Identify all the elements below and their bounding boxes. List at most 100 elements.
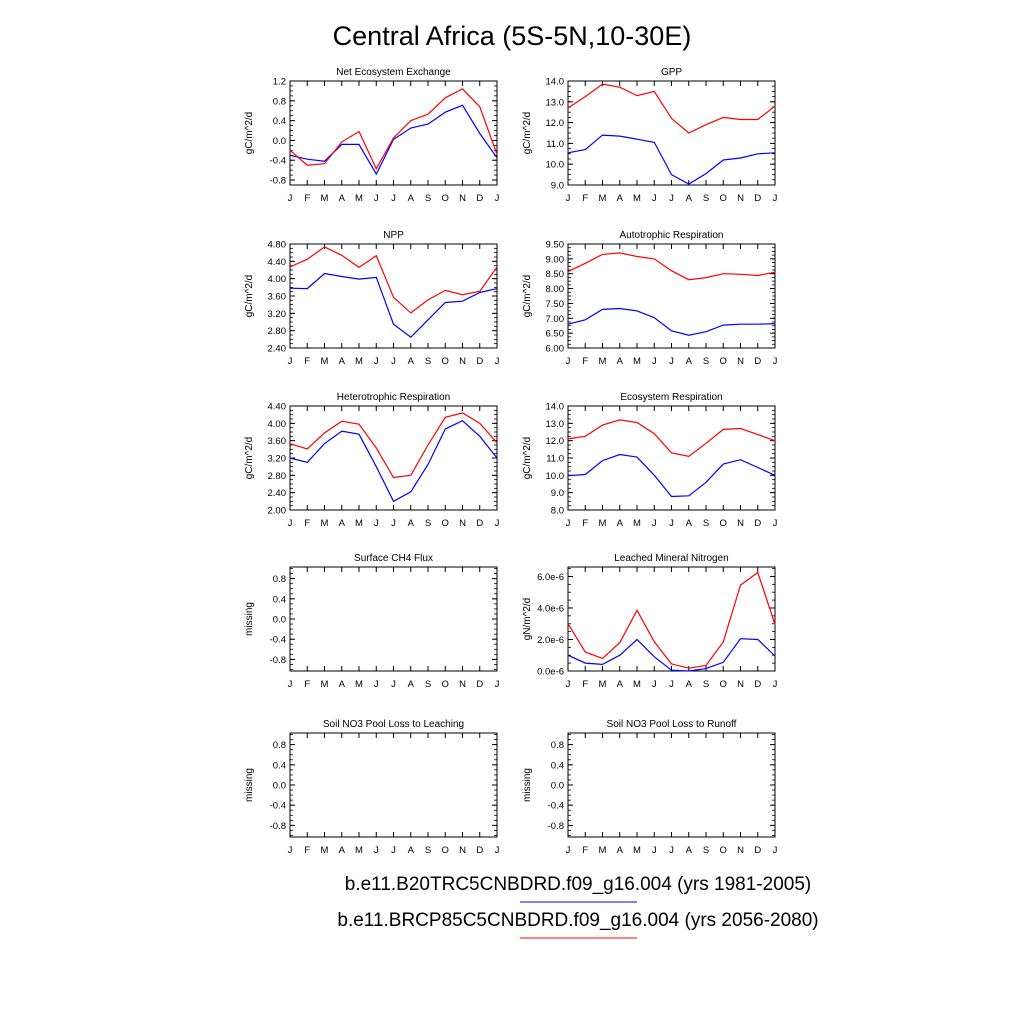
series-line-present (289, 419, 498, 503)
y-tick-label: 0.0 (551, 781, 564, 792)
y-tick-label: 3.60 (268, 292, 287, 303)
x-tick-label: J (652, 193, 657, 204)
x-tick-label: M (633, 845, 641, 856)
legend-label-present: b.e11.B20TRC5CNBDRD.f09_g16.004 (yrs 198… (345, 874, 811, 895)
x-tick-label: J (652, 845, 657, 856)
x-tick-label: D (754, 679, 761, 690)
series-line-present (567, 307, 776, 336)
x-tick-label: A (408, 679, 415, 690)
y-tick-label: 13.0 (546, 419, 565, 430)
y-tick-label: 9.00 (546, 254, 565, 265)
y-tick-label: 3.60 (268, 436, 287, 447)
x-tick-label: M (599, 518, 607, 529)
panel-title: Soil NO3 Pool Loss to Leaching (323, 719, 464, 730)
panel-ecosystem-respiration: Ecosystem Respiration gC/m^2/d 8.0 9.0 10.0 1… (522, 392, 778, 529)
x-tick-label: N (459, 679, 466, 690)
y-tick-label: 0.8 (273, 574, 286, 585)
x-tick-label: N (459, 518, 466, 529)
x-tick-label: M (633, 356, 641, 367)
plot-frame (289, 732, 498, 838)
x-tick-label: N (737, 679, 744, 690)
y-tick-label: 0.4 (551, 760, 564, 771)
x-tick-label: N (737, 518, 744, 529)
x-tick-label: M (321, 356, 329, 367)
panel-title: Soil NO3 Pool Loss to Runoff (607, 719, 737, 730)
x-tick-label: F (582, 193, 588, 204)
x-tick-label: A (339, 193, 346, 204)
y-tick-label: 0.4 (273, 116, 286, 127)
y-axis-label: missing (244, 602, 255, 636)
x-tick-label: O (442, 356, 449, 367)
x-tick-label: D (754, 356, 761, 367)
x-tick-label: D (476, 679, 483, 690)
x-tick-label: O (442, 845, 449, 856)
y-tick-label: 10.0 (546, 471, 565, 482)
x-tick-label: J (495, 356, 500, 367)
x-tick-label: S (425, 845, 431, 856)
y-tick-label: 3.20 (268, 309, 287, 320)
x-tick-label: D (476, 518, 483, 529)
x-tick-label: A (408, 356, 415, 367)
panel-soil-no3-pool-loss-to-leaching: Soil NO3 Pool Loss to Leaching missing -0.… (244, 719, 500, 856)
y-tick-label: 6.00 (546, 344, 565, 355)
panel-title: Surface CH4 Flux (354, 553, 433, 564)
y-tick-label: -0.8 (270, 821, 286, 832)
y-tick-label: 4.00 (268, 419, 287, 430)
y-tick-label: 2.80 (268, 471, 287, 482)
y-tick-label: 11.0 (546, 139, 564, 150)
x-tick-label: O (442, 518, 449, 529)
y-tick-label: -0.4 (270, 635, 286, 646)
y-tick-label: 0.4 (273, 760, 286, 771)
y-tick-label: 0.8 (273, 96, 286, 107)
series-line-future (289, 412, 498, 479)
x-tick-label: A (408, 845, 415, 856)
x-tick-label: D (476, 845, 483, 856)
x-tick-label: M (633, 679, 641, 690)
series-line-future (289, 88, 498, 171)
series-line-future (567, 571, 776, 669)
y-tick-label: 9.50 (546, 240, 565, 251)
y-tick-label: 3.20 (268, 454, 287, 465)
x-tick-label: S (703, 193, 709, 204)
x-tick-label: J (391, 356, 396, 367)
x-tick-label: J (288, 518, 293, 529)
x-tick-label: M (321, 845, 329, 856)
x-tick-label: N (459, 356, 466, 367)
x-tick-label: J (374, 356, 379, 367)
x-tick-label: J (669, 356, 674, 367)
y-tick-label: 4.40 (268, 402, 287, 413)
legend: b.e11.B20TRC5CNBDRD.f09_g16.004 (yrs 198… (337, 874, 819, 939)
x-tick-label: J (391, 845, 396, 856)
panel-leached-mineral-nitrogen: Leached Mineral Nitrogen gN/m^2/d 0.0e-6 2.… (522, 553, 778, 690)
y-tick-label: 0.0e-6 (537, 667, 564, 678)
x-tick-label: J (391, 679, 396, 690)
x-tick-label: M (355, 193, 363, 204)
y-axis-label: gC/m^2/d (522, 112, 533, 155)
y-tick-label: 4.40 (268, 257, 287, 268)
x-tick-label: F (304, 193, 310, 204)
x-tick-label: J (669, 845, 674, 856)
x-tick-label: S (703, 679, 709, 690)
x-tick-label: J (566, 845, 571, 856)
panel-npp: NPP gC/m^2/d 2.40 2.80 3.20 3.60 4.00 4.40 4.80 J… (244, 230, 500, 367)
x-tick-label: J (773, 845, 778, 856)
x-tick-label: O (720, 679, 727, 690)
y-tick-label: -0.8 (548, 821, 564, 832)
series-line-future (567, 419, 776, 457)
panel-title: Net Ecosystem Exchange (336, 67, 451, 78)
y-tick-label: 2.0e-6 (537, 635, 564, 646)
x-tick-label: S (703, 518, 709, 529)
x-tick-label: O (442, 679, 449, 690)
x-tick-label: F (582, 845, 588, 856)
x-tick-label: A (617, 679, 624, 690)
x-tick-label: J (773, 193, 778, 204)
x-tick-label: J (391, 518, 396, 529)
x-tick-label: J (773, 679, 778, 690)
x-tick-label: F (582, 518, 588, 529)
x-tick-label: O (720, 845, 727, 856)
panel-title: Autotrophic Respiration (620, 230, 724, 241)
x-tick-label: M (321, 518, 329, 529)
y-axis-label: gC/m^2/d (244, 112, 255, 155)
